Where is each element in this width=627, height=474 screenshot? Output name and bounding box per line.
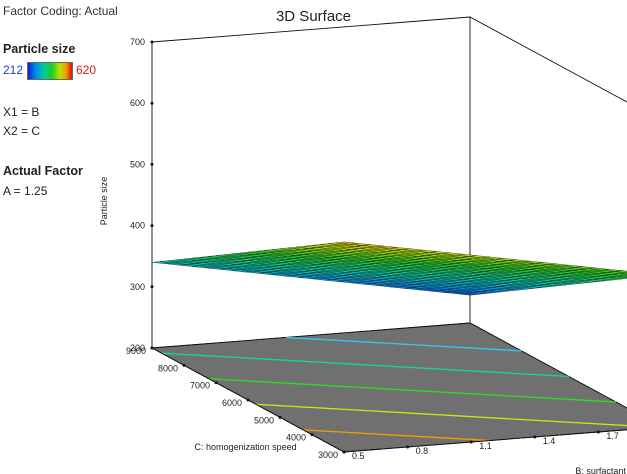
c-tick-label: 3000 xyxy=(318,450,338,460)
actual-factor-value: A = 1.25 xyxy=(3,184,48,198)
z-tick-mark xyxy=(150,285,154,289)
b-tick-mark xyxy=(596,430,600,434)
c-axis-label: C: homogenization speed xyxy=(195,442,297,452)
c-tick-label: 4000 xyxy=(286,433,306,443)
color-scale-bar xyxy=(27,62,73,80)
c-tick-mark xyxy=(150,346,154,350)
contour-line xyxy=(303,429,490,442)
c-tick-mark xyxy=(182,363,186,367)
c-tick-label: 6000 xyxy=(222,398,242,408)
c-tick-label: 9000 xyxy=(126,346,146,356)
b-tick-label: 0.5 xyxy=(352,451,365,461)
legend-min-label: 212 xyxy=(3,63,24,77)
z-tick-mark xyxy=(150,40,154,44)
contour-line xyxy=(255,403,627,427)
surface-cell xyxy=(335,241,358,245)
b-tick-mark xyxy=(533,435,537,439)
x2-assignment: X2 = C xyxy=(3,124,41,138)
c-tick-mark xyxy=(214,381,218,385)
box-edge xyxy=(151,16,627,103)
c-tick-mark xyxy=(246,398,250,402)
b-tick-label: 1.1 xyxy=(479,441,492,451)
factor-coding-label: Factor Coding: Actual xyxy=(3,4,118,18)
z-tick-label: 500 xyxy=(130,159,145,169)
chart-title: 3D Surface xyxy=(275,8,352,25)
floor-plane xyxy=(150,322,627,453)
c-tick-label: 5000 xyxy=(254,415,274,425)
c-tick-mark xyxy=(278,415,282,419)
surface-mesh xyxy=(151,241,627,296)
actual-factor-heading: Actual Factor xyxy=(3,164,83,178)
z-tick-label: 300 xyxy=(130,282,145,292)
legend-max-label: 620 xyxy=(76,63,97,77)
b-tick-label: 0.8 xyxy=(416,446,429,456)
z-tick-mark xyxy=(150,224,154,228)
z-tick-label: 200 xyxy=(130,343,145,353)
c-tick-label: 8000 xyxy=(158,363,178,373)
c-tick-mark xyxy=(310,433,314,437)
b-tick-label: 1.4 xyxy=(543,436,556,446)
c-tick-label: 7000 xyxy=(190,381,210,391)
b-tick-label: 1.7 xyxy=(606,431,619,441)
z-tick-mark xyxy=(150,162,154,166)
response-name: Particle size xyxy=(3,42,76,56)
contour-line xyxy=(286,336,522,352)
b-tick-mark xyxy=(406,445,410,449)
z-tick-label: 400 xyxy=(130,221,145,231)
z-tick-mark xyxy=(150,101,154,105)
b-tick-mark xyxy=(469,440,473,444)
contour-line xyxy=(161,352,569,378)
z-axis-label: Particle size xyxy=(99,177,109,226)
x1-assignment: X1 = B xyxy=(3,105,40,119)
contour-line xyxy=(208,378,616,403)
z-tick-label: 700 xyxy=(130,37,145,47)
b-axis-label: B: surfactant conc xyxy=(575,466,627,474)
z-tick-label: 600 xyxy=(130,98,145,108)
c-tick-mark xyxy=(342,450,346,454)
